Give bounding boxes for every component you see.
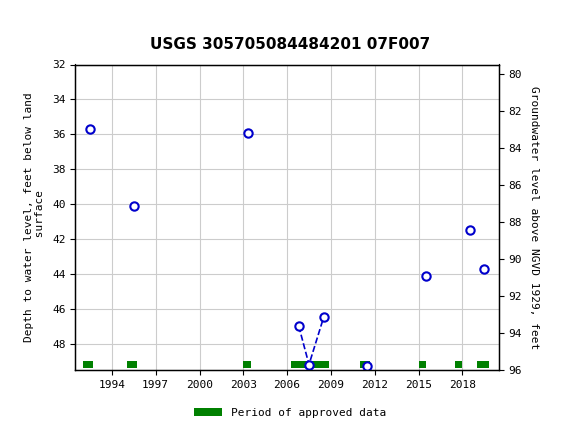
Y-axis label: Depth to water level, feet below land
 surface: Depth to water level, feet below land su… — [24, 92, 45, 342]
Legend: Period of approved data: Period of approved data — [190, 403, 390, 422]
Text: ≣USGS: ≣USGS — [6, 16, 93, 36]
Y-axis label: Groundwater level above NGVD 1929, feet: Groundwater level above NGVD 1929, feet — [529, 86, 539, 349]
Text: USGS 305705084484201 07F007: USGS 305705084484201 07F007 — [150, 37, 430, 52]
